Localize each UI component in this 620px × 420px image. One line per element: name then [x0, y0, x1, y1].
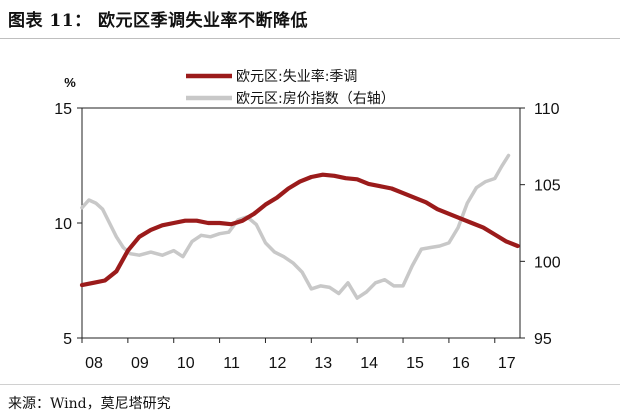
- chart-axes: 5 10 15% 95 100 105 110 08 09 10 11 12 13 14 15 16 17: [54, 75, 561, 372]
- right-tick-label: 100: [534, 254, 561, 271]
- title-divider: [0, 38, 620, 39]
- legend-label: 欧元区:失业率:季调: [236, 68, 357, 85]
- x-tick-label: 09: [131, 355, 149, 372]
- x-tick-label: 13: [314, 355, 332, 372]
- x-tick-label: 14: [360, 355, 378, 372]
- right-tick-label: 105: [534, 178, 561, 195]
- left-tick-label: 15: [54, 101, 72, 118]
- left-tick-label: 10: [54, 216, 72, 233]
- plot-frame: [81, 107, 521, 339]
- source-note: 来源：Wind，莫尼塔研究: [8, 396, 171, 412]
- right-tick-label: 95: [534, 331, 552, 348]
- source-divider: [0, 384, 620, 385]
- chart-series: [79, 153, 520, 300]
- figure-title: 图表 11： 欧元区季调失业率不断降低: [8, 11, 308, 31]
- left-tick-label: 5: [63, 331, 72, 348]
- line-chart: 5 10 15% 95 100 105 110 08 09 10 11 12 13 14 15 16 17 欧元…: [54, 68, 561, 372]
- x-tick-label: 15: [406, 355, 424, 372]
- x-tick-label: 10: [177, 355, 195, 372]
- right-tick-label: 110: [534, 101, 560, 118]
- legend-label: 欧元区:房价指数（右轴）: [236, 91, 395, 107]
- x-tick-label: 16: [452, 355, 470, 372]
- x-tick-label: 11: [223, 355, 240, 372]
- left-axis-unit: %: [64, 75, 76, 90]
- house-price-index-line: [80, 153, 511, 300]
- x-tick-label: 08: [85, 355, 103, 372]
- x-tick-label: 12: [269, 355, 287, 372]
- x-tick-label: 17: [498, 355, 516, 372]
- unemployment-rate-line: [79, 172, 520, 288]
